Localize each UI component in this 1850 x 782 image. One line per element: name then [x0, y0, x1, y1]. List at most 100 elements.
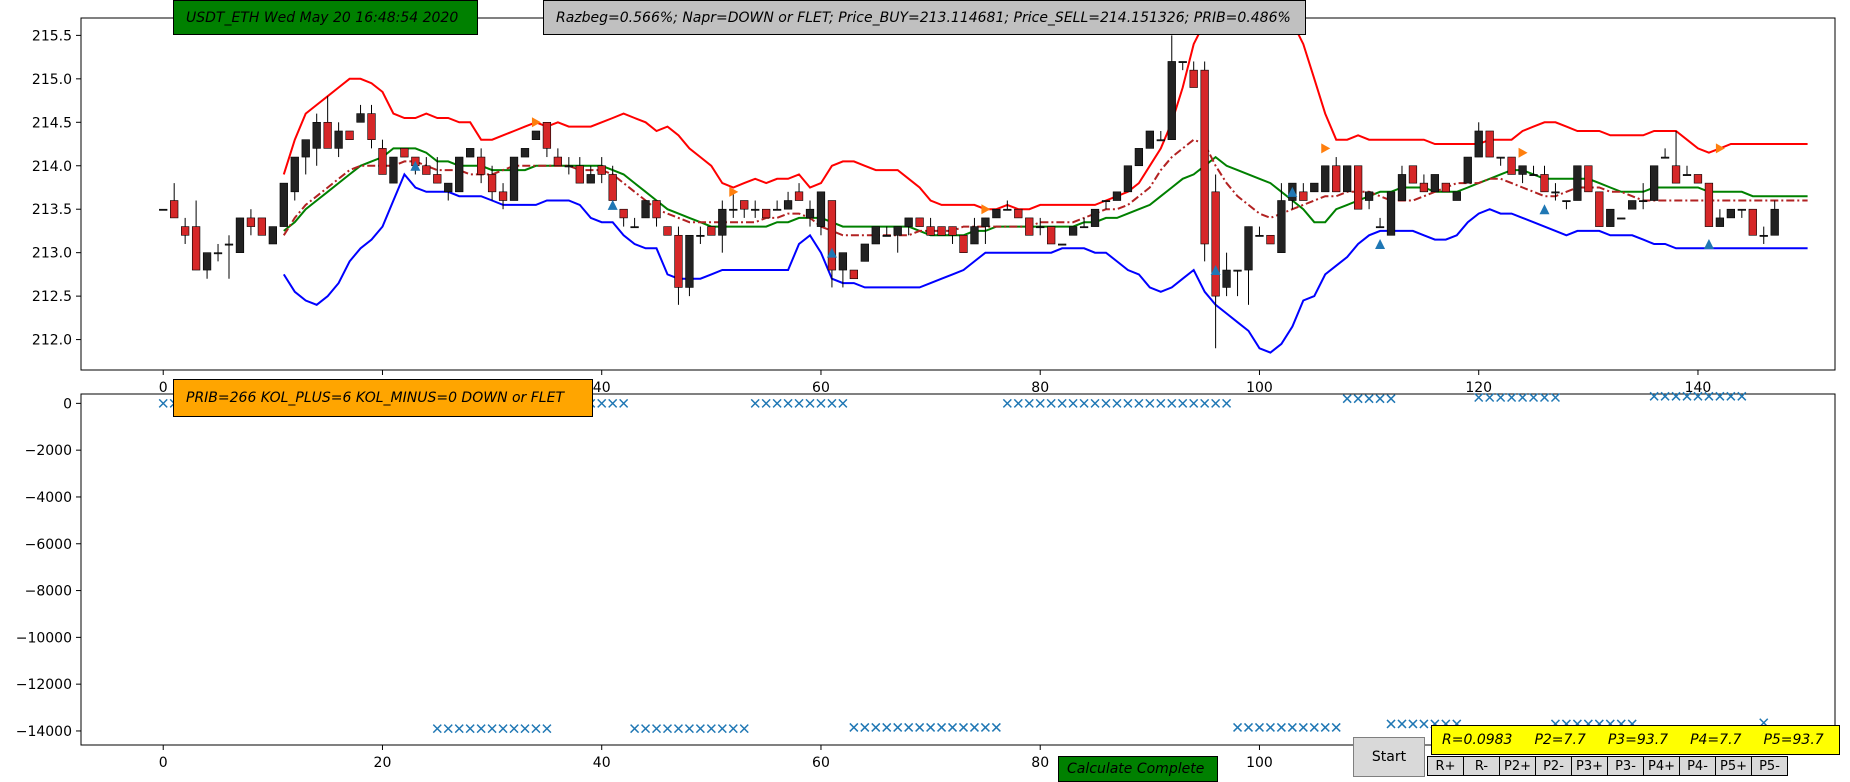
profit-point: [1254, 722, 1265, 732]
profit-xtick-label: 60: [812, 755, 830, 771]
sell-marker: [1518, 147, 1528, 158]
candle-body: [871, 226, 880, 245]
profit-point: [662, 724, 673, 734]
buy-marker: [826, 247, 837, 258]
price-xtick-label: 40: [593, 380, 611, 396]
p5-minus-button[interactable]: P5-: [1751, 756, 1788, 776]
price-ytick-label: 215.5: [32, 28, 72, 44]
profit-point: [1211, 398, 1221, 408]
profit-point: [1222, 398, 1232, 408]
profit-point: [805, 398, 815, 408]
profit-point: [1233, 722, 1243, 732]
candle-body: [1310, 182, 1319, 193]
profit-point: [1189, 398, 1199, 408]
profit-point: [904, 722, 914, 732]
profit-point: [1704, 391, 1714, 401]
candle-body: [1606, 208, 1615, 227]
profit-point: [1178, 398, 1188, 408]
profit-point: [1507, 392, 1517, 403]
profit-point: [750, 398, 760, 408]
sell-marker: [981, 204, 991, 215]
candle-body: [1551, 191, 1560, 194]
start-button[interactable]: Start: [1353, 737, 1425, 777]
profit-point: [1408, 719, 1418, 729]
candle-body: [422, 165, 431, 175]
candle-body: [1759, 234, 1768, 237]
candle-body: [959, 234, 968, 253]
candle-body: [1660, 156, 1670, 159]
profit-point: [1276, 722, 1286, 732]
candle-body: [1200, 69, 1209, 245]
profit-point: [684, 724, 694, 734]
candle-body: [729, 208, 738, 211]
p4-plus-button[interactable]: P4+: [1643, 756, 1680, 776]
p3-minus-button[interactable]: P3-: [1607, 756, 1644, 776]
profit-point: [893, 722, 903, 732]
profit-point: [1364, 394, 1374, 404]
candle-body: [707, 226, 716, 236]
profit-point: [849, 722, 859, 732]
candle-body: [783, 200, 793, 210]
profit-point: [1002, 398, 1012, 408]
candle-body: [455, 156, 464, 193]
profit-point: [871, 722, 881, 732]
profit-ytick-label: −8000: [25, 584, 72, 600]
profit-point: [531, 724, 541, 734]
candle-body: [1178, 61, 1187, 63]
r-minus-button[interactable]: R-: [1463, 756, 1500, 776]
candle-body: [1397, 174, 1407, 201]
prib-summary-label: PRIB=266 KOL_PLUS=6 KOL_MINUS=0 DOWN or …: [173, 379, 593, 417]
candle-body: [1704, 182, 1714, 227]
profit-point: [969, 722, 979, 732]
price-y-axis: 212.0 212.5 213.0 213.5 214.0 214.5 215.0 215.5: [32, 28, 81, 349]
profit-point: [1057, 398, 1067, 408]
price-ytick-label: 215.0: [32, 72, 72, 88]
profit-point: [728, 724, 738, 734]
candle-body: [652, 200, 661, 219]
buy-marker: [1539, 204, 1550, 215]
profit-point: [1200, 398, 1210, 408]
p3-plus-button[interactable]: P3+: [1571, 756, 1608, 776]
profit-point: [1035, 398, 1045, 408]
profit-point: [1474, 392, 1484, 403]
param-adjust-toolbar: R+ R- P2+ P2- P3+ P3- P4+ P4- P5+ P5-: [1427, 756, 1788, 776]
candle-body: [685, 234, 694, 288]
candle-body: [246, 217, 256, 227]
p2-plus-button[interactable]: P2+: [1499, 756, 1536, 776]
profit-point: [1123, 398, 1133, 408]
param-p2: P2=7.7: [1534, 732, 1586, 748]
candle-body: [904, 217, 913, 227]
profit-point: [947, 722, 958, 732]
profit-point: [1320, 722, 1330, 732]
candle-body: [663, 226, 672, 236]
profit-point: [1528, 392, 1539, 403]
candle-body: [1090, 208, 1100, 227]
profit-point: [1112, 398, 1122, 408]
profit-point: [432, 724, 442, 734]
profit-point: [1353, 394, 1363, 404]
candle-body: [1255, 234, 1264, 237]
p2-minus-button[interactable]: P2-: [1535, 756, 1572, 776]
price-ytick-label: 214.0: [32, 159, 72, 175]
price-panel-frame: [80, 17, 1836, 371]
r-plus-button[interactable]: R+: [1427, 756, 1464, 776]
price-xtick-label: 140: [1685, 380, 1712, 396]
profit-point: [1309, 722, 1319, 732]
profit-ytick-label: −10000: [16, 630, 72, 646]
candle-body: [1047, 226, 1056, 245]
candle-body: [1025, 217, 1034, 236]
p4-minus-button[interactable]: P4-: [1679, 756, 1716, 776]
candle-body: [1518, 165, 1527, 175]
candle-body: [1123, 165, 1133, 193]
candle-body: [487, 174, 497, 193]
candle-body: [1364, 191, 1374, 201]
candle-body: [367, 113, 376, 140]
p5-plus-button[interactable]: P5+: [1715, 756, 1752, 776]
candle-body: [498, 191, 508, 201]
candle-body: [509, 156, 519, 201]
profit-point: [991, 722, 1001, 732]
profit-point: [1013, 398, 1023, 408]
profit-panel-frame: [80, 393, 1836, 746]
profit-point: [1024, 398, 1034, 408]
candle-body: [794, 191, 804, 201]
